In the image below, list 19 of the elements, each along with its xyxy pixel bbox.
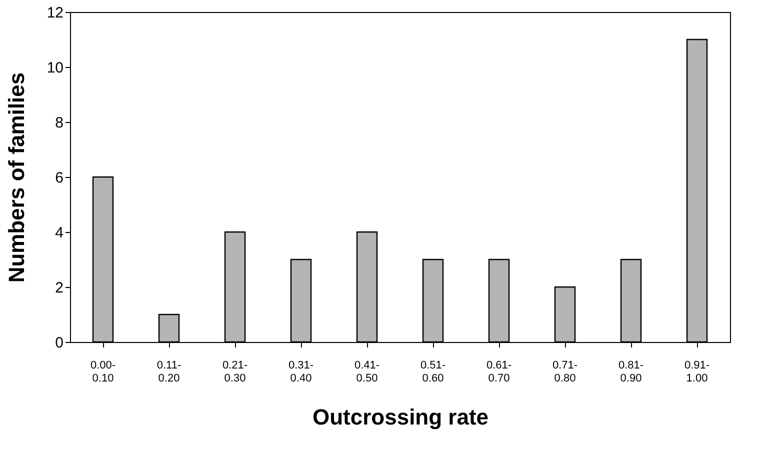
x-tick-label: 0.91- 1.00: [684, 360, 710, 384]
x-tick-label: 0.00- 0.10: [90, 360, 116, 384]
x-tick-label: 0.61- 0.70: [486, 360, 512, 384]
x-tick-label: 0.41- 0.50: [354, 360, 380, 384]
x-tick-label: 0.11- 0.20: [156, 360, 182, 384]
x-tick-label: 0.21- 0.30: [222, 360, 248, 384]
y-tick-label: 8: [55, 114, 64, 132]
x-tick-label: 0.71- 0.80: [552, 360, 578, 384]
x-tick-label: 0.31- 0.40: [288, 360, 314, 384]
y-tick-label: 2: [55, 280, 64, 296]
y-tick-label: 0: [55, 334, 64, 352]
y-axis-title: Numbers of families: [4, 72, 29, 283]
y-tick-label: 4: [55, 224, 64, 242]
y-tick-label: 12: [46, 4, 64, 22]
y-tick-label: 6: [55, 170, 64, 186]
x-tick-label: 0.51- 0.60: [420, 360, 446, 384]
x-tick-label: 0.81- 0.90: [618, 360, 644, 384]
x-axis-title: Outcrossing rate: [312, 404, 489, 430]
y-tick-label: 10: [46, 60, 64, 76]
